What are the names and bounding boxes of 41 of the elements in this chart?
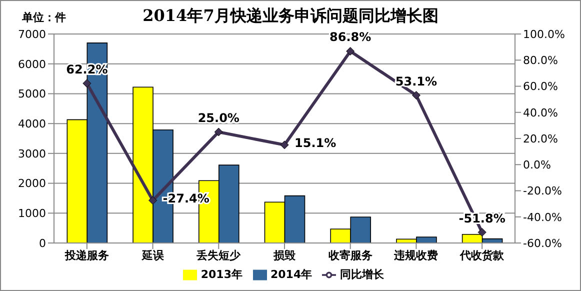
y-tick-label: 3000 [18, 147, 46, 160]
legend-label: 2013年 [200, 268, 242, 281]
point [412, 91, 420, 100]
y-tick-label: 6000 [18, 58, 46, 71]
data-label: 53.1% [395, 74, 438, 88]
data-label: 86.8% [330, 30, 372, 44]
y2-tick-label: -60.0% [523, 236, 562, 250]
y-tick-label: 7000 [18, 28, 46, 41]
y2-tick-label: 80.0% [523, 54, 558, 68]
y2-tick-label: -20.0% [523, 184, 562, 198]
data-label: 62.2% [66, 62, 108, 76]
y-tick-label: 2000 [18, 177, 46, 190]
legend-label: 2014年 [270, 268, 312, 281]
y2-tick-label: -40.0% [523, 210, 562, 224]
legend-label: 同比增长 [340, 268, 384, 281]
x-tick-label: 投递服务 [64, 248, 109, 262]
x-tick-label: 代收货款 [459, 248, 506, 262]
x-tick-label: 违规收费 [393, 248, 438, 262]
y2-tick-label: 0.0% [523, 158, 551, 172]
y-tick-label: 1000 [18, 207, 46, 220]
point [346, 46, 355, 56]
x-tick-label: 收寄服务 [328, 248, 372, 262]
point [214, 128, 223, 136]
y2-tick-label: 40.0% [523, 106, 558, 120]
y-tick-label: 4000 [18, 117, 46, 130]
point [280, 140, 289, 150]
point [478, 228, 486, 237]
y2-tick-label: 100.0% [523, 28, 565, 41]
y2-tick-label: 20.0% [523, 132, 558, 146]
chart-title: 2014年7月快递业务申诉问题同比增长图 [142, 6, 438, 25]
data-label: 25.0% [198, 110, 240, 125]
x-tick-label: 延误 [140, 248, 165, 262]
point [148, 196, 158, 205]
data-label: 15.1% [294, 136, 336, 150]
text: 单位：件 [22, 10, 66, 25]
y2-tick-label: 60.0% [523, 80, 558, 94]
x-tick-label: 损毁 [272, 248, 296, 262]
y-tick-label: 5000 [18, 88, 46, 101]
x-tick-label: 丢失短少 [196, 248, 242, 262]
y-tick-label: 0 [39, 236, 46, 250]
point [82, 79, 92, 88]
